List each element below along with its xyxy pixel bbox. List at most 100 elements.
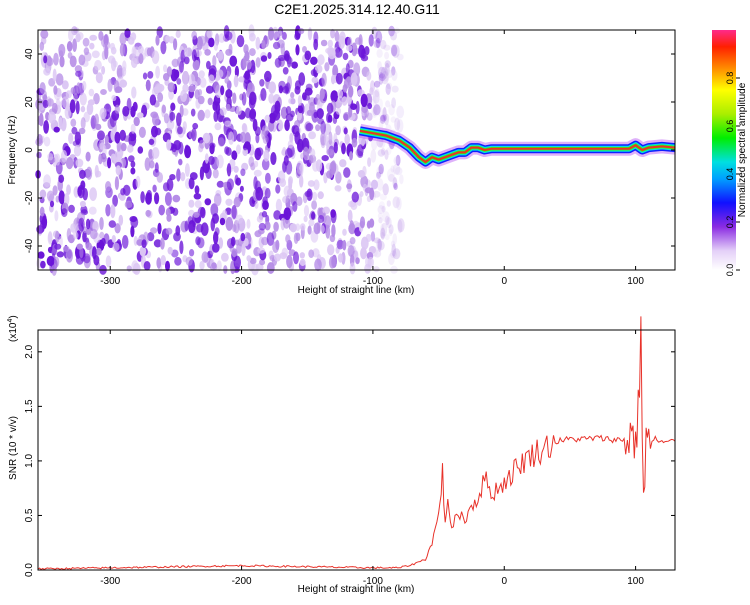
spectrogram-noise-dot	[342, 111, 351, 121]
spectrogram-noise-dot	[285, 160, 293, 175]
spectrogram-noise-dot	[390, 116, 397, 123]
spectrogram-x-axis-label: Height of straight line (km)	[298, 285, 415, 296]
spectrogram-noise-dot	[347, 245, 355, 257]
spectrogram-noise-dot	[128, 155, 135, 163]
spectrogram-noise-dot	[163, 64, 168, 73]
spectrogram-noise-dot	[311, 211, 316, 220]
spectrogram-noise-dot	[256, 147, 264, 157]
spectrogram-noise-dot	[126, 97, 132, 111]
spectrogram-noise-dot	[378, 201, 385, 210]
spectrogram-noise-dot	[132, 46, 141, 58]
spectrogram-noise-dot	[308, 155, 314, 164]
spectrogram-noise-dot	[99, 217, 104, 230]
spectrogram-noise-dot	[267, 52, 272, 59]
spectrogram-noise-dot	[46, 190, 55, 202]
spectrogram-noise-dot	[67, 52, 73, 59]
spectrogram-noise-dot	[350, 72, 358, 86]
spectrogram-noise-dot	[198, 35, 207, 47]
spectrogram-noise-dot	[49, 200, 55, 208]
spectrogram-noise-dot	[326, 102, 334, 114]
colorbar: 0.0 0.2 0.4 0.6 0.8 Normalized spectral ampl…	[712, 30, 748, 276]
spectrogram-noise-dot	[368, 34, 374, 47]
spectrogram-noise-dot	[198, 70, 205, 79]
spectrogram-noise-dot	[317, 191, 324, 200]
spectrogram-noise-dot	[376, 238, 383, 250]
spectrogram-noise-dot	[219, 107, 227, 116]
spectrogram-noise-dot	[48, 231, 53, 243]
spectrogram-noise-dot	[184, 145, 192, 159]
spectrogram-noise-dot	[85, 151, 91, 162]
spectrogram-noise-dot	[240, 168, 246, 177]
spectrogram-noise-dot	[386, 69, 393, 78]
spectrogram-noise-dot	[121, 235, 129, 249]
spectrogram-noise-dot	[314, 64, 323, 74]
spectrogram-noise-dot	[349, 262, 356, 275]
spectrogram-noise-dot	[58, 174, 65, 183]
spectrogram-noise-dot	[249, 108, 257, 120]
spectrogram-noise-dot	[390, 30, 397, 41]
spectrogram-noise-dot	[330, 28, 336, 39]
colorbar-label: Normalized spectral amplitude	[737, 82, 748, 217]
y-tick-label: 1.5	[24, 399, 35, 413]
spectrogram-noise-dot	[373, 39, 381, 49]
spectrogram-noise-dot	[325, 224, 331, 239]
spectrogram-noise-dot	[100, 89, 107, 95]
spectrogram-noise-dot	[99, 231, 105, 239]
spectrogram-noise-dot	[381, 148, 386, 156]
spectrogram-noise-dot	[341, 142, 346, 155]
spectrogram-noise-dot	[204, 153, 209, 164]
spectrogram-noise-dot	[270, 104, 279, 118]
spectrogram-noise-dot	[116, 64, 123, 79]
spectrogram-noise-dot	[376, 166, 384, 178]
spectrogram-noise-dot	[129, 216, 138, 223]
spectrogram-noise-dot	[234, 65, 239, 78]
spectrogram-noise-dot	[283, 212, 288, 219]
spectrogram-noise-dot	[252, 118, 258, 132]
spectrogram-noise-dot	[68, 28, 74, 42]
spectrogram-noise-dot	[299, 252, 305, 259]
spectrogram-noise-dot	[66, 184, 71, 195]
spectrogram-noise-dot	[383, 44, 391, 51]
spectrogram-noise-dot	[98, 31, 104, 41]
spectrogram-noise-dot	[158, 204, 165, 216]
spectrogram-noise-dot	[86, 102, 94, 116]
spectrogram-noise-dot	[95, 72, 103, 84]
spectrogram-noise-dot	[259, 79, 265, 87]
spectrogram-noise-dot	[260, 55, 268, 62]
spectrogram-noise-dot	[285, 195, 291, 208]
spectrogram-noise-dot	[78, 217, 85, 232]
spectrogram-noise-dot	[375, 30, 383, 44]
spectrogram-noise-dot	[326, 112, 331, 123]
spectrogram-noise-dot	[153, 86, 160, 94]
spectrogram-noise-dot	[288, 176, 293, 186]
spectrogram-noise-dot	[107, 78, 113, 92]
y-tick-label: -40	[24, 238, 35, 253]
spectrogram-noise-dot	[89, 34, 98, 41]
spectrogram-noise-dot	[384, 149, 389, 160]
spectrogram-noise-dot	[255, 186, 264, 201]
spectrogram-noise-dot	[254, 200, 259, 209]
spectrogram-noise-dot	[319, 88, 325, 100]
spectrogram-noise-dot	[380, 66, 389, 79]
spectrogram-noise-dot	[386, 82, 393, 90]
spectrogram-noise-dot	[359, 191, 364, 197]
spectrogram-noise-dot	[320, 39, 328, 47]
spectrogram-noise-dot	[371, 138, 378, 151]
spectrogram-noise-dot	[142, 72, 148, 80]
spectrogram-noise-dot	[394, 117, 401, 131]
spectrogram-noise-dot	[360, 93, 368, 107]
spectrogram-noise-dot	[242, 148, 248, 157]
spectrogram-noise-dot	[202, 132, 211, 144]
spectrogram-noise-dot	[284, 53, 290, 62]
spectrogram-noise-dot	[397, 219, 403, 234]
spectrogram-noise-dot	[224, 146, 230, 155]
spectrogram-noise-dot	[305, 122, 314, 132]
x-tick-label: -200	[232, 576, 252, 587]
spectrogram-noise-dot	[225, 216, 234, 231]
spectrogram-noise-dot	[114, 223, 121, 234]
spectrogram-noise-dot	[111, 94, 117, 102]
spectrogram-noise-dot	[130, 225, 135, 238]
spectrogram-noise-dot	[367, 256, 374, 269]
spectrogram-noise-dot	[313, 38, 319, 51]
spectrogram-noise-dot	[290, 92, 295, 99]
